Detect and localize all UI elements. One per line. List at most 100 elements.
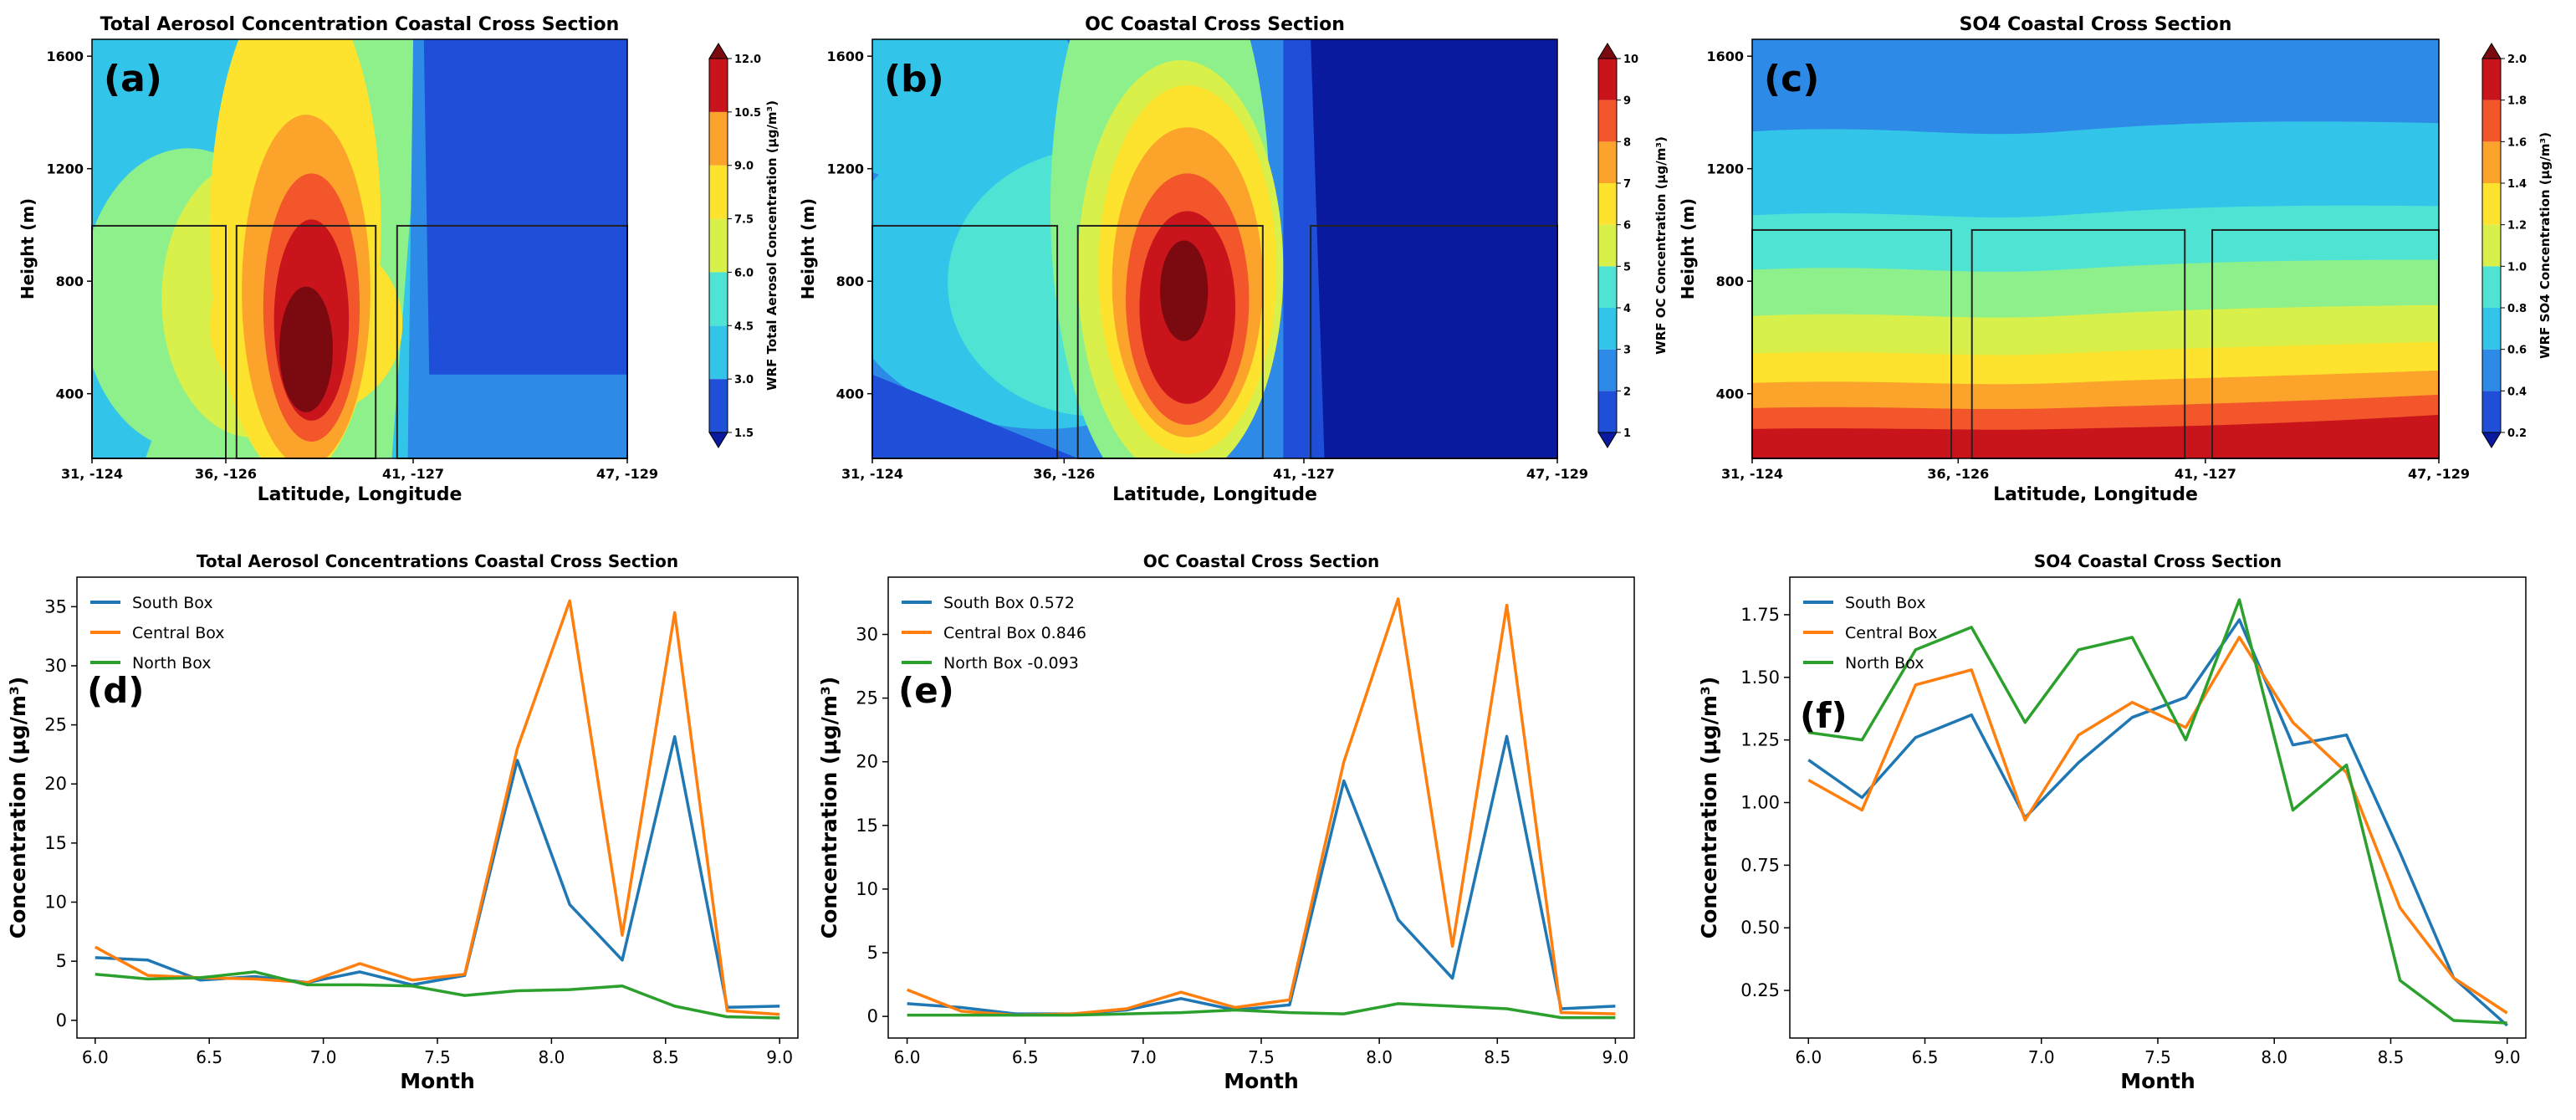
colorbar-extend-max bbox=[2481, 43, 2502, 59]
legend-entry: South Box bbox=[1845, 594, 1926, 612]
colorbar-tick-label: 1.6 bbox=[2507, 136, 2527, 149]
colorbar-segment bbox=[2482, 59, 2501, 100]
colorbar-tick-label: 9 bbox=[1623, 95, 1631, 108]
y-tick-label: 0.25 bbox=[1740, 980, 1780, 1000]
colorbar-tick-label: 7 bbox=[1623, 178, 1631, 191]
x-tick-label: 7.0 bbox=[1130, 1047, 1157, 1067]
colorbar-segment bbox=[1598, 266, 1617, 308]
y-tick-label: 25 bbox=[44, 715, 67, 735]
colorbar-tick-label: 3.0 bbox=[734, 374, 754, 386]
x-axis-label: Latitude, Longitude bbox=[1993, 484, 2198, 505]
contour-field bbox=[872, 39, 1557, 458]
x-tick-label: 7.0 bbox=[310, 1047, 337, 1067]
contour-field bbox=[1752, 39, 2439, 458]
x-axis-label: Month bbox=[400, 1069, 475, 1093]
y-tick-label: 30 bbox=[44, 656, 67, 676]
plot-frame bbox=[871, 38, 1558, 459]
legend-entry: Central Box 0.846 bbox=[943, 624, 1086, 642]
x-axis-label: Latitude, Longitude bbox=[258, 484, 463, 505]
contour-level bbox=[1311, 39, 1557, 458]
colorbar-frame bbox=[708, 58, 728, 433]
x-tick-label: 9.0 bbox=[2494, 1047, 2521, 1067]
panel-label: (a) bbox=[104, 58, 162, 100]
plot-frame bbox=[1751, 38, 2440, 459]
legend-entry: North Box -0.093 bbox=[943, 654, 1079, 673]
y-axis-label: Concentration (μg/m³) bbox=[1697, 677, 1721, 939]
x-tick-label: 41, -127 bbox=[382, 466, 444, 482]
y-tick-label: 1.00 bbox=[1740, 793, 1780, 813]
x-tick-label: 8.0 bbox=[1366, 1047, 1393, 1067]
colorbar-tick-label: 0.6 bbox=[2507, 345, 2527, 357]
colorbar-segment bbox=[2482, 183, 2501, 225]
panel-label: (f) bbox=[1800, 695, 1848, 736]
y-tick-label: 35 bbox=[44, 596, 67, 616]
x-tick-label: 7.5 bbox=[2144, 1047, 2171, 1067]
x-tick-label: 47, -129 bbox=[596, 466, 658, 482]
colorbar-tick-label: 10.5 bbox=[734, 107, 761, 120]
colorbar-segment bbox=[709, 218, 728, 273]
colorbar-segment bbox=[1598, 141, 1617, 183]
x-axis-label: Month bbox=[2120, 1069, 2195, 1093]
colorbar-tick-label: 0.4 bbox=[2507, 386, 2527, 398]
x-tick-label: 36, -126 bbox=[1033, 466, 1095, 482]
y-axis-label: Concentration (μg/m³) bbox=[6, 677, 30, 939]
x-tick-label: 6.0 bbox=[1795, 1047, 1822, 1067]
x-tick-label: 8.5 bbox=[2378, 1047, 2405, 1067]
colorbar-tick-label: 8 bbox=[1623, 136, 1631, 149]
colorbar-segment bbox=[2482, 141, 2501, 183]
x-tick-label: 41, -127 bbox=[2175, 466, 2236, 482]
series-line-central bbox=[1807, 636, 2508, 1015]
colorbar-extend-max bbox=[708, 43, 728, 59]
y-tick-label: 5 bbox=[56, 951, 67, 971]
colorbar-tick-label: 1.0 bbox=[2507, 261, 2527, 274]
legend-entry: North Box bbox=[1845, 654, 1924, 673]
colorbar-tick-label: 1 bbox=[1623, 427, 1631, 440]
y-axis-label: Height (m) bbox=[1678, 198, 1698, 299]
y-tick-label: 1.50 bbox=[1740, 667, 1780, 688]
x-tick-label: 47, -129 bbox=[2408, 466, 2470, 482]
colorbar-segment bbox=[1598, 349, 1617, 391]
colorbar-segment bbox=[2482, 349, 2501, 391]
colorbar-segment bbox=[2482, 308, 2501, 350]
y-tick-label: 1.25 bbox=[1740, 730, 1780, 750]
y-tick-label: 800 bbox=[56, 274, 84, 289]
y-axis-label: Height (m) bbox=[798, 198, 818, 299]
colorbar-segment bbox=[1598, 224, 1617, 267]
colorbar-label: WRF Total Aerosol Concentration (μg/m³) bbox=[764, 100, 779, 391]
colorbar-segment bbox=[2482, 391, 2501, 432]
panel-title: Total Aerosol Concentration Coastal Cros… bbox=[100, 14, 620, 35]
y-axis-label: Height (m) bbox=[18, 198, 38, 299]
y-tick-label: 1200 bbox=[1706, 161, 1744, 177]
x-tick-label: 6.0 bbox=[894, 1047, 921, 1067]
panel-label: (d) bbox=[87, 670, 144, 711]
colorbar-segment bbox=[709, 325, 728, 380]
plot-frame bbox=[76, 576, 799, 1039]
panel-label: (e) bbox=[898, 670, 954, 711]
x-tick-label: 6.0 bbox=[82, 1047, 109, 1067]
colorbar-segment bbox=[2482, 100, 2501, 142]
plot-frame bbox=[91, 38, 628, 459]
panel-title: SO4 Coastal Cross Section bbox=[2034, 551, 2282, 571]
contour-level bbox=[1159, 240, 1209, 341]
y-tick-label: 800 bbox=[836, 274, 864, 289]
colorbar-tick-label: 0.2 bbox=[2507, 427, 2527, 440]
series-line-south bbox=[95, 734, 780, 1010]
plot-frame bbox=[1789, 576, 2527, 1039]
x-tick-label: 6.5 bbox=[196, 1047, 222, 1067]
x-tick-label: 31, -124 bbox=[61, 466, 123, 482]
contour-level bbox=[279, 286, 333, 412]
colorbar-segment bbox=[709, 111, 728, 166]
x-tick-label: 8.0 bbox=[2261, 1047, 2287, 1067]
legend-entry: North Box bbox=[132, 654, 212, 673]
colorbar-tick-label: 1.2 bbox=[2507, 220, 2527, 233]
colorbar-frame bbox=[1597, 58, 1618, 433]
colorbar-extend-max bbox=[1597, 43, 1618, 59]
colorbar-extend-min bbox=[2481, 432, 2502, 448]
contour-level bbox=[1752, 414, 2439, 458]
x-tick-label: 6.5 bbox=[1912, 1047, 1939, 1067]
plot-frame bbox=[887, 576, 1635, 1039]
colorbar-tick-label: 12.0 bbox=[734, 54, 761, 66]
colorbar-segment bbox=[2482, 266, 2501, 308]
y-tick-label: 15 bbox=[856, 816, 878, 836]
colorbar-extend-min bbox=[1597, 432, 1618, 448]
